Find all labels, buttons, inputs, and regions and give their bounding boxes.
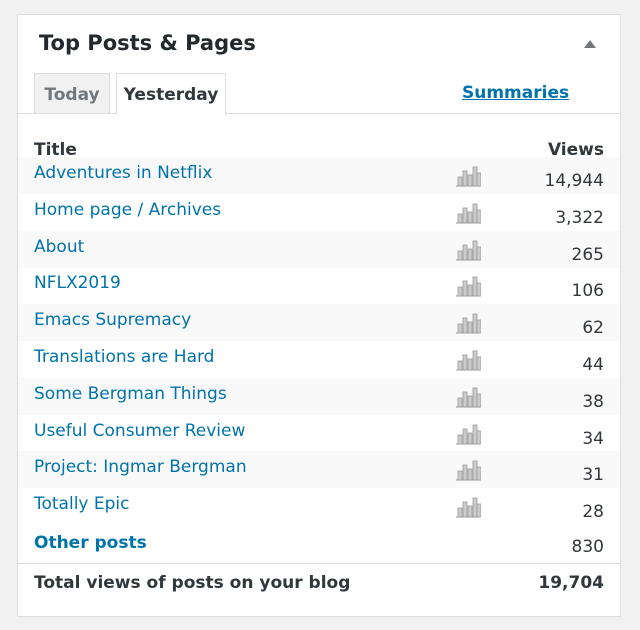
view-count: 38 [582, 391, 604, 412]
stats-icon[interactable] [455, 198, 481, 224]
stats-icon[interactable] [455, 345, 481, 371]
view-count: 44 [582, 355, 604, 375]
post-link[interactable]: NFLX2019 [34, 273, 121, 294]
table-row: Home page / Archives 3,322 [18, 194, 620, 231]
stats-icon[interactable] [455, 419, 481, 445]
post-link[interactable]: Emacs Supremacy [34, 310, 192, 331]
view-count: 31 [582, 465, 604, 486]
total-count: 19,704 [538, 573, 604, 593]
table-row: Totally Epic 28 [18, 488, 620, 525]
table-row: Translations are Hard 44 [18, 341, 620, 378]
other-link[interactable]: Other posts [34, 533, 147, 553]
total-row: Total views of posts on your blog 19,704 [18, 563, 620, 601]
post-link[interactable]: Totally Epic [34, 494, 130, 515]
total-label: Total views of posts on your blog [34, 573, 351, 593]
post-link[interactable]: Some Bergman Things [34, 383, 227, 404]
stats-icon[interactable] [455, 492, 481, 518]
stats-icon[interactable] [455, 271, 481, 297]
stats-icon[interactable] [455, 161, 481, 187]
view-count: 62 [582, 318, 604, 339]
other-row: Other posts 830 [18, 525, 620, 562]
table-row: Adventures in Netflix 14,944 [18, 157, 620, 194]
post-link[interactable]: About [34, 236, 85, 257]
post-link[interactable]: Project: Ingmar Bergman [34, 457, 247, 478]
summaries-link[interactable]: Summaries [462, 83, 570, 103]
view-count: 106 [571, 281, 604, 302]
view-count: 265 [571, 244, 604, 265]
collapse-toggle[interactable] [583, 39, 597, 49]
table-row: Project: Ingmar Bergman 31 [18, 451, 620, 489]
stats-icon[interactable] [455, 382, 481, 408]
post-link[interactable]: Adventures in Netflix [34, 163, 213, 183]
post-link[interactable]: Home page / Archives [34, 199, 222, 220]
header-title: Title [34, 140, 77, 160]
divider [18, 113, 620, 114]
header-views: Views [547, 140, 604, 160]
stats-icon[interactable] [455, 235, 481, 261]
table-row: Some Bergman Things 38 [18, 377, 620, 415]
view-count: 14,944 [544, 171, 604, 191]
stats-icon[interactable] [455, 455, 481, 481]
post-link[interactable]: Useful Consumer Review [34, 420, 246, 441]
view-count: 28 [582, 502, 604, 523]
table-header: Title Views [18, 126, 620, 163]
widget: Top Posts & Pages Today Yesterday Summar… [17, 14, 621, 617]
table-row: NFLX2019 106 [18, 267, 620, 304]
tab-active[interactable]: Yesterday [116, 73, 226, 115]
view-count: 34 [582, 428, 604, 449]
tab[interactable]: Today [34, 73, 110, 114]
table-row: Emacs Supremacy 62 [18, 304, 620, 342]
other-count: 830 [571, 537, 604, 557]
view-count: 3,322 [555, 207, 604, 228]
table-row: About 265 [18, 230, 620, 268]
table-row: Useful Consumer Review 34 [18, 415, 620, 452]
stats-icon[interactable] [455, 308, 481, 334]
post-link[interactable]: Translations are Hard [34, 347, 215, 367]
widget-title: Top Posts & Pages [39, 31, 256, 55]
